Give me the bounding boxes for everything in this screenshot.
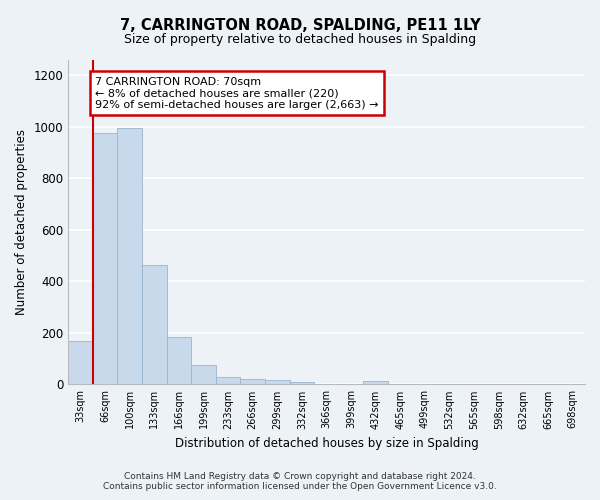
- Text: Contains HM Land Registry data © Crown copyright and database right 2024.
Contai: Contains HM Land Registry data © Crown c…: [103, 472, 497, 491]
- Bar: [191, 365, 216, 384]
- Bar: [241, 379, 265, 384]
- Bar: [118, 128, 142, 384]
- Bar: [68, 340, 93, 384]
- Bar: [167, 337, 191, 384]
- X-axis label: Distribution of detached houses by size in Spalding: Distribution of detached houses by size …: [175, 437, 478, 450]
- Text: Size of property relative to detached houses in Spalding: Size of property relative to detached ho…: [124, 32, 476, 46]
- Text: 7 CARRINGTON ROAD: 70sqm
← 8% of detached houses are smaller (220)
92% of semi-d: 7 CARRINGTON ROAD: 70sqm ← 8% of detache…: [95, 76, 379, 110]
- Bar: [93, 134, 118, 384]
- Bar: [290, 382, 314, 384]
- Bar: [265, 380, 290, 384]
- Bar: [364, 380, 388, 384]
- Text: 7, CARRINGTON ROAD, SPALDING, PE11 1LY: 7, CARRINGTON ROAD, SPALDING, PE11 1LY: [119, 18, 481, 32]
- Bar: [142, 264, 167, 384]
- Y-axis label: Number of detached properties: Number of detached properties: [15, 129, 28, 315]
- Bar: [216, 377, 241, 384]
